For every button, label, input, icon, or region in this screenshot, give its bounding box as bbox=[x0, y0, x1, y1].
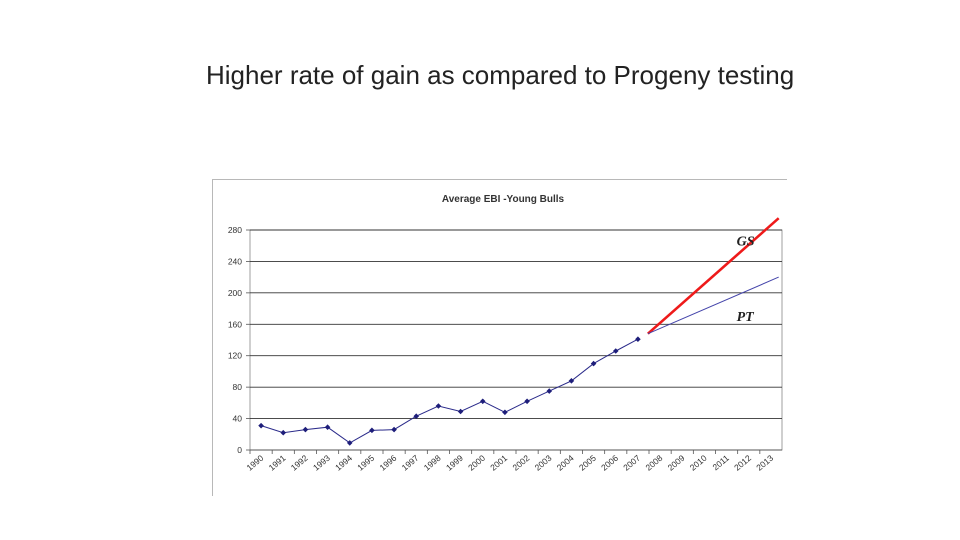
data-point bbox=[612, 348, 619, 354]
series-line-pt bbox=[647, 276, 779, 335]
slide-title: Higher rate of gain as compared to Proge… bbox=[206, 60, 795, 90]
x-tick-label: 2001 bbox=[488, 453, 509, 473]
data-point bbox=[546, 388, 553, 394]
chart-title: Average EBI -Young Bulls bbox=[442, 194, 565, 205]
data-point bbox=[590, 360, 597, 367]
y-tick-label: 120 bbox=[228, 351, 242, 361]
annotation-pt: PT bbox=[737, 310, 756, 325]
x-tick-label: 1994 bbox=[333, 453, 354, 473]
data-point bbox=[435, 403, 442, 409]
series-line-gs bbox=[647, 217, 780, 335]
x-tick-label: 2002 bbox=[510, 453, 531, 473]
data-point bbox=[324, 424, 331, 431]
x-tick-label: 2010 bbox=[688, 453, 709, 473]
x-tick-label: 2011 bbox=[710, 453, 731, 473]
x-tick-label: 1990 bbox=[244, 453, 265, 473]
x-tick-label: 1998 bbox=[422, 453, 443, 473]
y-tick-label: 200 bbox=[228, 288, 242, 298]
line-chart: Average EBI -Young Bulls 040801201602002… bbox=[228, 194, 783, 473]
data-point bbox=[524, 398, 530, 405]
chart-figure: Average EBI -Young Bulls 0 40 80 120 160 200 2… bbox=[213, 180, 788, 497]
x-tick-label: 2004 bbox=[555, 453, 576, 473]
data-point bbox=[302, 426, 309, 433]
x-tick-label: 2009 bbox=[666, 453, 687, 473]
data-point bbox=[479, 398, 486, 405]
y-tick-label: 40 bbox=[233, 414, 243, 424]
y-tick-label: 240 bbox=[228, 256, 242, 266]
data-point bbox=[457, 408, 464, 415]
x-tick-label: 1993 bbox=[311, 453, 332, 473]
x-tick-label: 1997 bbox=[400, 453, 421, 473]
data-point bbox=[568, 378, 575, 384]
data-point bbox=[635, 336, 641, 343]
x-tick-label: 2008 bbox=[643, 453, 664, 473]
x-tick-label: 2003 bbox=[533, 453, 554, 473]
data-point bbox=[346, 440, 353, 446]
x-tick-label: 2005 bbox=[577, 453, 598, 473]
x-tick-label: 1995 bbox=[355, 453, 376, 473]
x-tick-label: 1991 bbox=[267, 453, 288, 473]
data-point bbox=[391, 426, 397, 433]
y-tick-label: 280 bbox=[228, 225, 242, 235]
data-point bbox=[280, 429, 287, 436]
x-tick-label: 2006 bbox=[599, 453, 620, 473]
x-tick-label: 1996 bbox=[377, 453, 398, 473]
x-tick-label: 1999 bbox=[444, 453, 465, 473]
x-tick-label: 1992 bbox=[289, 453, 310, 473]
y-tick-label: 80 bbox=[233, 382, 243, 392]
series-line-observed bbox=[260, 338, 639, 444]
x-tick-label: 2007 bbox=[621, 453, 642, 473]
y-tick-label: 160 bbox=[228, 319, 242, 329]
x-tick-label: 2013 bbox=[754, 453, 775, 473]
x-tick-label: 2012 bbox=[732, 453, 753, 473]
y-tick-label: 0 bbox=[237, 445, 242, 455]
annotation-gs: GS bbox=[737, 235, 755, 250]
plot-area bbox=[249, 229, 783, 451]
data-point bbox=[258, 422, 264, 429]
data-point bbox=[413, 413, 420, 420]
x-tick-label: 2000 bbox=[466, 453, 487, 473]
data-point bbox=[369, 427, 375, 434]
data-point bbox=[502, 409, 508, 416]
